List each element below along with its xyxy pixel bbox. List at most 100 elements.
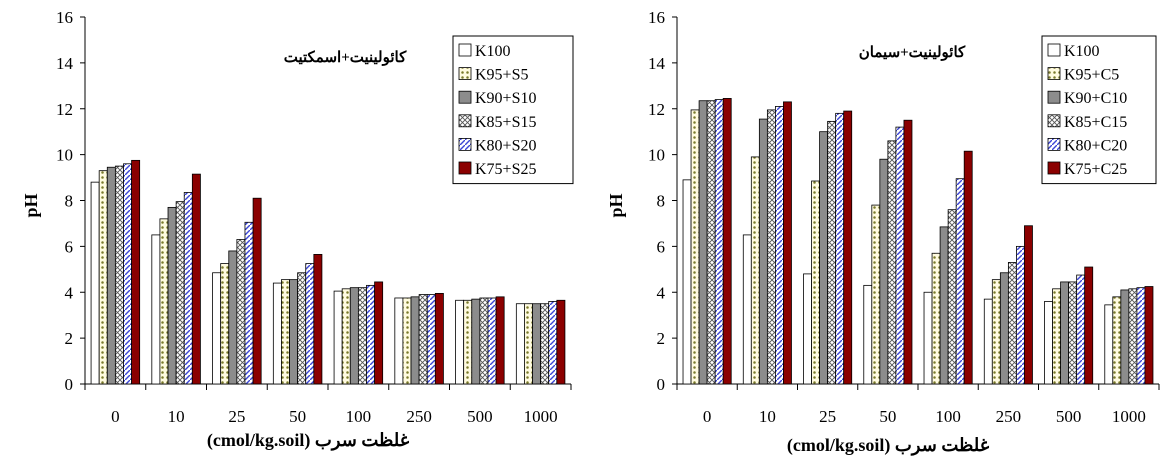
chart-left: 0 2 4 6 8 10 12 14 16 0 10 25 50 100 250 500 1000 K100 K95… xyxy=(21,8,574,451)
bar-k100-100 xyxy=(923,291,933,385)
bar-k95-c5-10 xyxy=(750,156,760,385)
y-tick-label: 4 xyxy=(65,283,74,302)
bar-k100-1000 xyxy=(1104,304,1114,385)
x-tick-label: 0 xyxy=(703,407,712,426)
x-axis-label: (cmol/kg.soil) غلظت سرب xyxy=(787,435,990,456)
bar-k100-250 xyxy=(983,298,993,385)
legend-label: K80+C20 xyxy=(1064,137,1127,154)
bar-k85-c15-50 xyxy=(887,140,897,385)
x-tick-label: 500 xyxy=(467,407,493,426)
legend-label: K90+S10 xyxy=(475,90,536,107)
y-tick-label: 2 xyxy=(65,329,74,348)
y-tick-label: 2 xyxy=(657,329,666,348)
bar-k100-500 xyxy=(1044,301,1053,385)
bar-k90-s10-10 xyxy=(167,206,177,385)
x-tick-label: 25 xyxy=(819,407,836,426)
x-tick-label: 100 xyxy=(346,407,372,426)
bar-k100-50 xyxy=(272,282,282,385)
legend-swatch xyxy=(1047,137,1061,151)
bar-k100-500 xyxy=(455,299,465,385)
y-tick-label: 8 xyxy=(657,192,666,211)
bar-k75-s25-500 xyxy=(495,296,505,385)
legend-label: K85+C15 xyxy=(1064,114,1127,131)
bar-k80-s20-50 xyxy=(305,263,315,385)
bar-k95-s5-50 xyxy=(281,279,290,385)
y-tick-label: 4 xyxy=(657,283,666,302)
legend-swatch xyxy=(458,43,472,57)
bar-k100-1000 xyxy=(515,303,525,385)
legend-box xyxy=(452,35,574,185)
legend-label: K80+S20 xyxy=(475,137,536,154)
bar-k90-c10-25 xyxy=(819,131,829,385)
legend-swatch xyxy=(1047,43,1061,57)
bar-k100-250 xyxy=(394,297,404,385)
bar-k80-c20-10 xyxy=(775,106,784,385)
bar-k80-s20-1000 xyxy=(548,301,558,385)
bar-k75-s25-50 xyxy=(313,254,323,385)
bar-k80-c20-500 xyxy=(1076,274,1086,385)
bar-k90-s10-50 xyxy=(289,279,299,385)
bar-k75-s25-100 xyxy=(374,281,384,385)
bar-k80-s20-250 xyxy=(426,294,436,385)
bar-k75-s25-1000 xyxy=(556,299,566,385)
y-axis-label: pH xyxy=(606,193,626,217)
bar-k85-s15-0 xyxy=(114,165,124,385)
bar-k75-s25-25 xyxy=(252,197,262,385)
legend-swatch xyxy=(458,137,472,151)
legend-swatch xyxy=(1047,67,1061,80)
y-tick-label: 6 xyxy=(657,237,666,256)
bar-k80-c20-1000 xyxy=(1136,287,1146,385)
y-tick-label: 6 xyxy=(65,237,74,256)
y-tick-label: 10 xyxy=(648,146,665,165)
x-tick-label: 1000 xyxy=(1112,407,1146,426)
bar-k90-c10-10 xyxy=(758,118,768,385)
bar-k75-s25-0 xyxy=(131,159,141,385)
x-tick-label: 100 xyxy=(935,407,961,426)
bar-k100-0 xyxy=(90,181,100,385)
x-tick-label: 10 xyxy=(168,407,185,426)
legend-swatch xyxy=(458,161,472,175)
bar-k85-c15-10 xyxy=(766,109,776,385)
bar-k90-c10-250 xyxy=(999,272,1009,385)
legend-label: K75+C25 xyxy=(1064,161,1127,178)
bar-k90-s10-0 xyxy=(106,166,116,385)
y-tick-label: 10 xyxy=(56,146,73,165)
bar-k85-c15-1000 xyxy=(1128,288,1138,385)
legend-label: K85+S15 xyxy=(475,114,536,131)
y-tick-label: 0 xyxy=(65,375,74,394)
legend-box xyxy=(1041,35,1157,185)
legend-swatch xyxy=(458,114,472,128)
bar-k95-c5-25 xyxy=(811,180,820,385)
bar-k80-c20-0 xyxy=(714,99,724,385)
bar-k80-c20-50 xyxy=(895,126,905,385)
legend-swatch xyxy=(1047,161,1061,175)
bar-k95-s5-500 xyxy=(463,299,473,385)
bar-k85-c15-100 xyxy=(947,209,957,385)
bar-k95-c5-50 xyxy=(871,204,881,385)
bar-k100-0 xyxy=(682,179,692,385)
legend-label: K100 xyxy=(475,43,511,60)
bar-k85-s15-25 xyxy=(236,239,246,385)
y-tick-label: 16 xyxy=(56,8,73,27)
y-axis-label: pH xyxy=(21,193,41,217)
bar-k75-c25-100 xyxy=(963,150,973,385)
bar-k85-c15-500 xyxy=(1068,281,1078,385)
bar-k80-c20-250 xyxy=(1016,245,1025,385)
chart-svg-right: 0 2 4 6 8 10 12 14 16 0 10 25 50 100 250 500 1000 K100 K95… xyxy=(606,8,1160,456)
bar-k80-s20-25 xyxy=(244,221,254,385)
bar-k85-s15-50 xyxy=(297,272,307,385)
bar-k75-s25-10 xyxy=(191,173,201,385)
bar-k100-10 xyxy=(742,234,752,385)
bar-k95-s5-250 xyxy=(402,297,412,385)
bar-k85-s15-10 xyxy=(175,201,185,385)
bar-k80-s20-100 xyxy=(366,284,375,385)
bar-k75-s25-250 xyxy=(434,292,444,385)
bar-k90-c10-100 xyxy=(939,226,949,385)
bar-k75-c25-50 xyxy=(903,119,913,385)
bar-k75-c25-10 xyxy=(783,101,792,385)
bar-k95-s5-100 xyxy=(341,288,351,385)
y-tick-label: 12 xyxy=(56,100,73,119)
bar-k85-c15-25 xyxy=(827,120,837,385)
legend-swatch xyxy=(1047,90,1061,104)
bar-k85-s15-100 xyxy=(357,287,367,385)
